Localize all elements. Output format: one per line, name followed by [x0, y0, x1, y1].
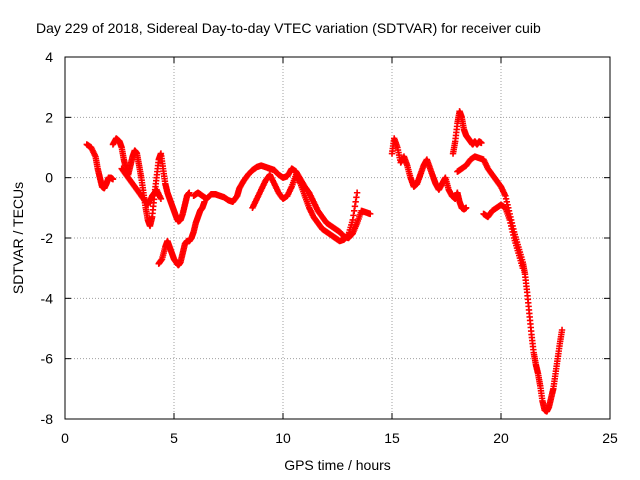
series-arc-d	[155, 198, 208, 269]
data-point	[478, 139, 485, 147]
data-point	[558, 326, 566, 334]
data-point	[353, 189, 361, 196]
data-point	[462, 204, 470, 212]
series-arc-c	[118, 165, 165, 209]
y-axis-label: SDTVAR / TECUs	[10, 182, 26, 294]
axis-ticks: 0 5 10 15 20 25 -8 -6 -4 -2 0 2 4	[41, 49, 618, 446]
x-tick-label: 0	[61, 430, 69, 446]
series-arc-i	[454, 153, 566, 415]
y-tick-label: 0	[45, 170, 53, 186]
data-point	[109, 175, 117, 183]
data-point	[367, 210, 374, 218]
x-axis-label: GPS time / hours	[284, 457, 391, 473]
x-tick-label: 10	[275, 430, 291, 446]
series-arc-j	[480, 201, 526, 272]
data-points	[83, 108, 566, 415]
series-arc-a	[83, 141, 117, 192]
series-arc-g	[388, 135, 470, 213]
x-tick-label: 5	[170, 430, 178, 446]
series-arc-b	[109, 135, 193, 230]
y-tick-label: 2	[45, 109, 53, 125]
chart-title: Day 229 of 2018, Sidereal Day-to-day VTE…	[36, 20, 541, 36]
x-tick-label: 25	[602, 430, 618, 446]
y-tick-label: -2	[41, 230, 54, 246]
x-tick-label: 15	[384, 430, 400, 446]
series-arc-f	[249, 171, 361, 245]
y-tick-label: -6	[41, 351, 54, 367]
y-tick-label: -8	[41, 411, 54, 427]
x-tick-label: 20	[493, 430, 509, 446]
series-arc-h	[449, 108, 485, 157]
data-point	[186, 189, 193, 196]
data-point	[519, 264, 526, 272]
y-tick-label: -4	[41, 290, 54, 306]
data-point	[157, 195, 165, 202]
y-tick-label: 4	[45, 49, 53, 65]
